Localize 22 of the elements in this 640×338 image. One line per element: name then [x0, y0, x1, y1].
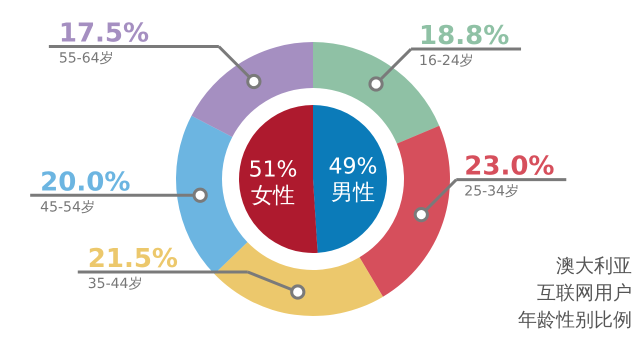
data-label: 49%: [328, 154, 378, 180]
donut-slice: [191, 42, 313, 137]
text: 互联网用户: [537, 282, 632, 304]
donut-slice: [214, 242, 383, 316]
slice-label: 35-44岁: [88, 276, 142, 292]
data-label: 21.5%: [88, 244, 178, 274]
slice-label: 25-34岁: [464, 184, 519, 200]
text: 年龄性别比例: [518, 309, 632, 331]
pie-slice: [239, 105, 318, 253]
slice-label: 16-24岁: [419, 53, 474, 70]
data-label: 20.0%: [40, 167, 130, 198]
text: 澳大利亚: [556, 255, 632, 277]
slice-label: 女性: [251, 183, 296, 208]
data-label: 23.0%: [464, 152, 554, 182]
data-label: 17.5%: [58, 18, 150, 49]
slice-label: 55-64岁: [58, 50, 114, 67]
slice-label: 45-54岁: [40, 199, 95, 216]
data-label: 51%: [248, 157, 298, 182]
donut-slice: [176, 116, 248, 274]
pie-slice: [313, 105, 387, 253]
data-label: 18.8%: [419, 21, 510, 52]
slice-label: 男性: [330, 180, 375, 206]
